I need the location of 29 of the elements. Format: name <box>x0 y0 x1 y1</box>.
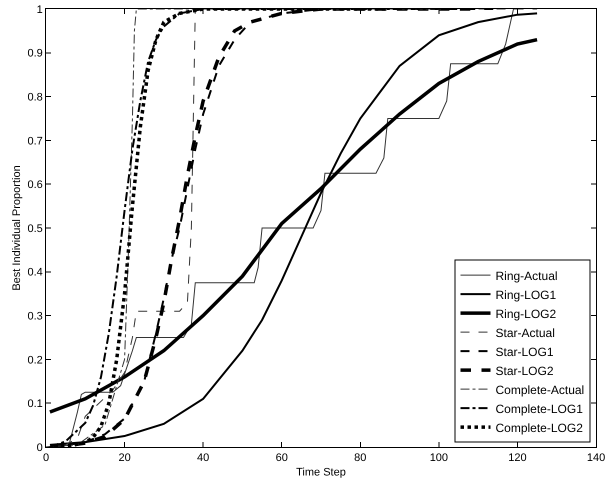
y-tick-label: 0.2 <box>28 354 43 366</box>
legend-label: Star-LOG1 <box>496 344 554 359</box>
x-tick-label: 100 <box>430 452 448 464</box>
legend-label: Star-LOG2 <box>496 364 554 378</box>
y-tick-label: 0.3 <box>28 310 43 322</box>
x-tick-label: 20 <box>118 452 131 464</box>
x-axis-title: Time Step <box>296 466 346 478</box>
y-tick-label: 0.8 <box>28 91 43 104</box>
y-tick-label: 0.6 <box>28 179 43 192</box>
legend-label: Complete-LOG2 <box>496 420 584 435</box>
y-tick-label: 1 <box>36 4 43 16</box>
legend-label: Ring-Actual <box>496 268 558 283</box>
legend-label: Ring-LOG1 <box>496 288 557 302</box>
legend-label: Ring-LOG2 <box>496 306 557 321</box>
y-tick-label: 0.1 <box>28 398 43 410</box>
x-tick-label: 80 <box>354 452 366 464</box>
x-tick-label: 140 <box>586 452 606 464</box>
y-tick-label: 0.4 <box>28 266 43 279</box>
legend-label: Complete-LOG1 <box>496 402 584 416</box>
y-axis-title: Best Individual Proportion <box>11 165 24 291</box>
y-tick-label: 0.9 <box>28 48 43 60</box>
x-tick-label: 120 <box>508 452 527 464</box>
y-tick-label: 0.7 <box>28 135 43 148</box>
legend-label: Star-Actual <box>496 326 555 340</box>
legend-label: Complete-Actual <box>496 382 584 397</box>
y-tick-label: 0 <box>36 442 43 454</box>
y-tick-label: 0.5 <box>28 222 43 235</box>
x-tick-label: 60 <box>276 452 288 464</box>
x-tick-label: 40 <box>197 452 210 464</box>
